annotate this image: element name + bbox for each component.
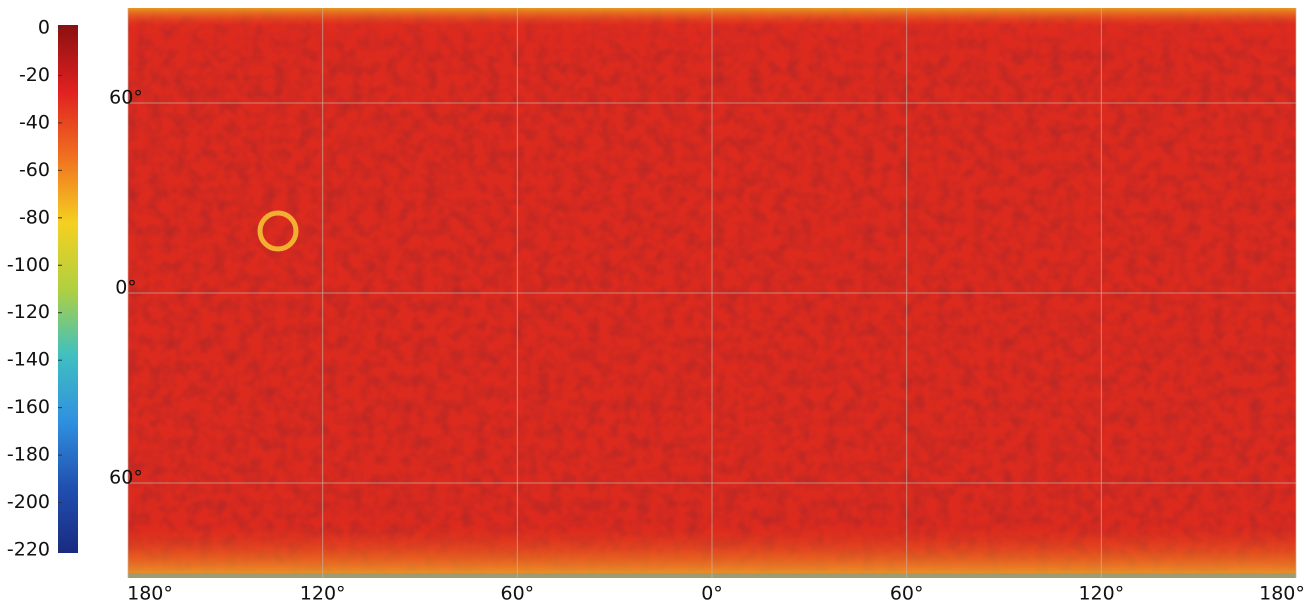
colorbar-tick-label: -200 (7, 491, 50, 513)
colorbar-tick-label: -100 (7, 254, 50, 276)
colorbar-tick-label: -160 (7, 396, 50, 418)
colorbar-tick-label: -20 (19, 64, 50, 86)
x-tick-label: 120° (300, 583, 346, 605)
colorbar-tick-label: 0 (38, 17, 50, 39)
x-tick-label: 60° (890, 583, 924, 605)
colorbar-tick-label: -120 (7, 301, 50, 323)
colorbar (58, 25, 78, 553)
colorbar-tick-label: -40 (19, 111, 50, 133)
colorbar-tick-label: -180 (7, 444, 50, 466)
colorbar-tick-label: -140 (7, 349, 50, 371)
y-tick-label: 0° (115, 277, 137, 299)
x-tick-label: 180° (127, 583, 173, 605)
x-tick-label: 180° (1259, 583, 1305, 605)
x-tick-label: 120° (1078, 583, 1124, 605)
colorbar-tick-label: -220 (7, 539, 50, 561)
y-tick-label: 60° (109, 87, 143, 109)
x-tick-label: 0° (701, 583, 723, 605)
x-tick-label: 60° (500, 583, 534, 605)
colorbar-tick-label: -80 (19, 206, 50, 228)
colorbar-tick-label: -60 (19, 159, 50, 181)
crater (257, 210, 299, 252)
map (127, 8, 1297, 578)
y-tick-label: 60° (109, 467, 143, 489)
